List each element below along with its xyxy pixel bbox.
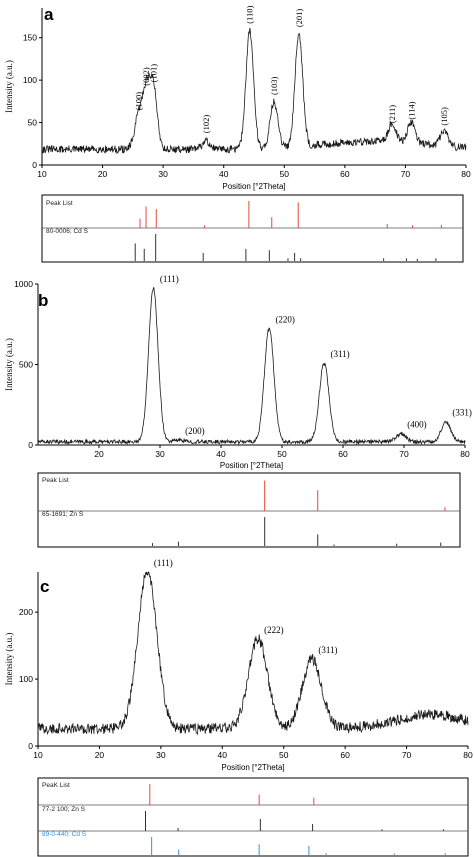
y-tick-label: 0	[28, 741, 33, 751]
peak-label: (101)	[148, 64, 158, 83]
reference-label: 65-1691; Zn S	[42, 511, 84, 518]
peak-label: (110)	[245, 5, 255, 23]
reference-label: 80-0006; Cd S	[46, 228, 89, 235]
y-axis-label: Intensity (a.u.)	[4, 60, 14, 113]
reference-box	[41, 194, 464, 263]
peak-label: (201)	[294, 9, 304, 28]
x-tick-label: 80	[463, 750, 473, 760]
peak-label: (002)	[141, 67, 151, 86]
y-tick-label: 500	[19, 360, 33, 370]
y-tick-label: 50	[28, 118, 38, 128]
panel-c: 0 100 200 10 20 30 40 50 60 70 80 Position [°2Theta…	[4, 558, 473, 857]
reference-label: Peak List	[42, 477, 69, 484]
peak-label: (105)	[439, 107, 449, 126]
x-tick-label: 30	[156, 750, 166, 760]
peak-label: (111)	[154, 558, 173, 568]
peak-label: (400)	[407, 420, 427, 430]
y-tick-label: 0	[32, 160, 37, 170]
x-axis-label: Position [°2Theta]	[221, 763, 284, 772]
x-tick-label: 70	[402, 750, 412, 760]
x-tick-label: 60	[340, 750, 350, 760]
x-tick-label: 30	[155, 449, 165, 459]
peak-label: (211)	[387, 105, 397, 123]
peak-label: (220)	[275, 314, 295, 324]
x-tick-label: 40	[216, 449, 226, 459]
x-tick-label: 20	[95, 750, 105, 760]
y-tick-label: 200	[19, 607, 33, 617]
peak-label: (100)	[133, 92, 143, 111]
panel-a: 0 50 100 150 10 20 30 40 50 60 70 80 Position [°2The…	[4, 5, 471, 263]
peak-label: (111)	[160, 274, 179, 284]
x-tick-label: 40	[219, 169, 229, 179]
x-tick-label: 60	[340, 169, 350, 179]
x-tick-label: 70	[399, 449, 409, 459]
x-tick-label: 20	[94, 449, 104, 459]
y-axis-label: Intensity (a.u.)	[4, 633, 14, 686]
reference-box	[37, 777, 469, 857]
y-tick-label: 100	[23, 75, 37, 85]
x-tick-label: 50	[280, 169, 290, 179]
peak-label: (311)	[331, 349, 350, 359]
x-tick-label: 10	[37, 169, 47, 179]
panel-b: 0 500 1000 20 30 40 50 60 70 80 Position [°2Theta]…	[4, 274, 472, 548]
x-tick-label: 20	[98, 169, 108, 179]
xrd-curve	[41, 27, 467, 155]
reference-label: Peak List	[46, 200, 73, 207]
peak-label: (103)	[269, 76, 279, 95]
xrd-curve	[37, 287, 466, 446]
panel-letter: a	[44, 5, 54, 24]
peak-label: (200)	[185, 426, 205, 436]
reference-label: PeaK List	[42, 782, 70, 789]
peak-label: (222)	[264, 625, 284, 635]
x-tick-label: 40	[218, 750, 228, 760]
x-tick-label: 30	[158, 169, 168, 179]
x-axis-label: Position [°2Theta]	[220, 461, 283, 470]
panel-letter: b	[38, 291, 48, 310]
peak-label: (311)	[318, 645, 337, 655]
x-tick-label: 60	[338, 449, 348, 459]
reference-label: 77-2 100; Zn S	[42, 806, 86, 813]
x-tick-label: 80	[461, 169, 471, 179]
peak-label: (114)	[406, 101, 416, 119]
x-axis-label: Position [°2Theta]	[222, 182, 285, 191]
y-tick-label: 1000	[14, 279, 33, 289]
y-tick-label: 0	[28, 440, 33, 450]
y-tick-label: 100	[19, 674, 33, 684]
panel-letter: c	[40, 577, 49, 596]
reference-box	[37, 472, 461, 548]
x-tick-label: 50	[277, 449, 287, 459]
x-tick-label: 10	[33, 750, 43, 760]
x-tick-label: 80	[460, 449, 470, 459]
y-axis-label: Intensity (a.u.)	[4, 338, 14, 391]
x-tick-label: 70	[401, 169, 411, 179]
peak-label: (331)	[452, 408, 472, 418]
x-tick-label: 50	[279, 750, 289, 760]
peak-label: (102)	[201, 115, 211, 134]
y-tick-label: 150	[23, 33, 37, 43]
xrd-curve	[37, 571, 469, 736]
reference-label: 89-0-440; Cd S	[42, 831, 87, 838]
